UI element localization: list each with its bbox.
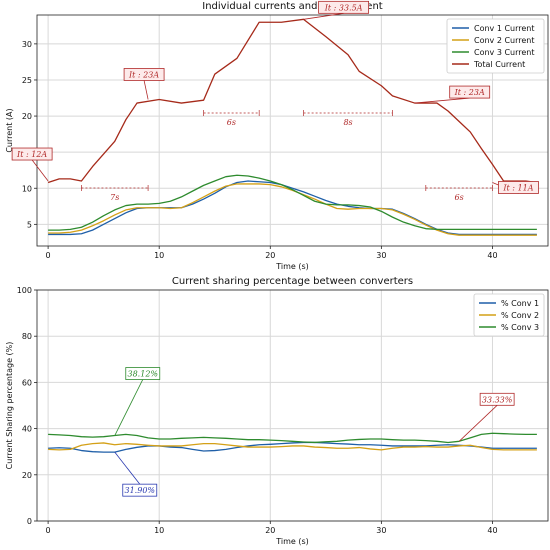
- y-axis-label: Current (A): [5, 108, 14, 152]
- series-line-conv3: [48, 174, 537, 231]
- plot-current-sharing: 0 10 20 30 40 0 20 40 60 80 100 Current sharing per…: [5, 276, 549, 546]
- annotation-label: It : 23A: [128, 70, 159, 79]
- annotation-box: [122, 483, 158, 497]
- interval-label: 7s: [110, 193, 119, 202]
- annotation-box: [125, 367, 161, 380]
- annotation-share: 33.33%: [458, 392, 515, 442]
- legend-label: Total Current: [473, 60, 525, 69]
- interval-marker: 8s: [303, 110, 393, 127]
- chart-title: Individual currents and total current: [202, 1, 383, 12]
- series-line-conv2: [48, 183, 537, 236]
- legend-label: % Conv 3: [501, 323, 539, 332]
- annotation-label: It : 12A: [16, 150, 47, 159]
- annotation-share: 31.90%: [114, 451, 158, 497]
- interval-marker: 6s: [203, 110, 260, 127]
- annotation-box: [318, 0, 370, 14]
- x-tick-label: 40: [487, 526, 497, 535]
- annotation-label: It : 33.5A: [324, 3, 363, 12]
- legend-label: % Conv 1: [501, 299, 539, 308]
- y-tick-label: 25: [22, 76, 32, 85]
- legend-frame: [446, 18, 545, 74]
- annotation-box: [123, 68, 165, 81]
- x-tick-label: 10: [154, 526, 164, 535]
- series-line-total: [47, 18, 537, 184]
- annotation-arrow: [414, 97, 470, 104]
- y-tick-label: 40: [22, 425, 32, 434]
- axes-frame: [36, 289, 549, 522]
- y-tick-label: 100: [17, 286, 32, 295]
- interval-label: 6s: [455, 193, 464, 202]
- y-tick-label: 20: [22, 112, 32, 121]
- annotation-box: [498, 181, 539, 194]
- x-tick-label: 30: [376, 526, 386, 535]
- x-tick-label: 40: [487, 251, 497, 260]
- y-tick-label: 80: [22, 332, 32, 341]
- annotation-box: [479, 392, 515, 406]
- y-tick-label: 60: [22, 378, 32, 387]
- annotation-arrow: [31, 159, 49, 182]
- interval-marker: 7s: [81, 185, 149, 202]
- interval-label: 6s: [227, 118, 236, 127]
- legend-label: % Conv 2: [501, 311, 539, 320]
- y-tick-label: 0: [27, 517, 32, 526]
- interval-label: 8s: [343, 118, 352, 127]
- series-line-conv1: [48, 180, 537, 236]
- axes-frame: [36, 14, 549, 247]
- annotation-arrow: [143, 80, 149, 100]
- legend-label: Conv 2 Current: [474, 36, 535, 45]
- y-tick-label: 10: [22, 184, 32, 193]
- annotation-label: 33.33%: [482, 395, 513, 404]
- x-tick-label: 20: [265, 251, 275, 260]
- x-tick-label: 20: [265, 526, 275, 535]
- series-line-conv1: [48, 441, 537, 453]
- x-tick-label: 10: [154, 251, 164, 260]
- annotation-box: [11, 147, 53, 161]
- legend-frame: [473, 293, 545, 337]
- chart-title: Current sharing percentage between conve…: [172, 276, 413, 287]
- annotation-arrow: [303, 12, 344, 20]
- annotation-total-current: It : 23A: [123, 68, 165, 100]
- annotation-total-current: It : 23A: [414, 85, 491, 104]
- y-tick-label: 30: [22, 40, 32, 49]
- annotation-arrow: [114, 451, 141, 485]
- interval-marker: 6s: [425, 185, 493, 202]
- x-tick-label: 0: [46, 526, 51, 535]
- annotation-arrow: [114, 379, 144, 436]
- annotation-total-current: It : 12A: [11, 147, 53, 182]
- annotation-arrow: [458, 405, 498, 442]
- legend-label: Conv 3 Current: [474, 48, 535, 57]
- annotation-label: 31.90%: [125, 486, 156, 495]
- legend: % Conv 1 % Conv 2 % Conv 3: [473, 293, 545, 337]
- annotation-label: 38.12%: [128, 370, 159, 379]
- annotation-label: It : 23A: [454, 88, 485, 97]
- annotation-share: 38.12%: [114, 367, 161, 436]
- y-axis-label: Current Sharing percentage (%): [5, 342, 14, 470]
- annotation-total-current: It : 33.5A: [303, 0, 370, 20]
- x-axis-label: Time (s): [275, 537, 309, 546]
- legend: Conv 1 Current Conv 2 Current Conv 3 Curre…: [446, 18, 545, 74]
- legend-label: Conv 1 Current: [474, 24, 535, 33]
- plot-individual-currents: 01020304051015202530Individual currents …: [5, 0, 549, 271]
- series-line-conv3: [48, 432, 537, 444]
- annotation-label: It : 11A: [502, 183, 533, 192]
- x-tick-label: 30: [376, 251, 386, 260]
- annotation-box: [449, 85, 491, 99]
- x-tick-label: 0: [46, 251, 51, 260]
- y-tick-label: 5: [27, 220, 32, 229]
- annotation-total-current: It : 11A: [492, 181, 539, 194]
- series-line-conv2: [48, 442, 537, 451]
- x-axis-label: Time (s): [275, 262, 309, 271]
- y-tick-label: 20: [22, 471, 32, 480]
